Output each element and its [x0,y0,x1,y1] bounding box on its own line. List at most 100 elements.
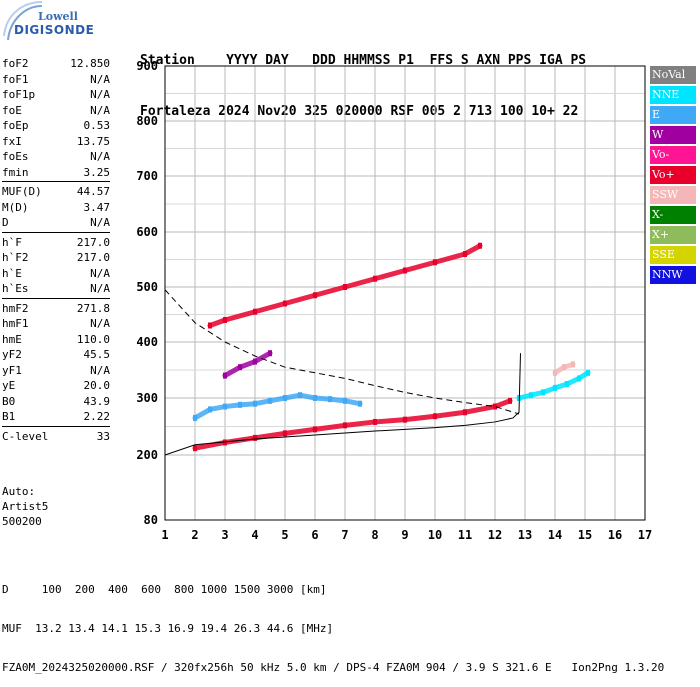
auto-version: 500200 [2,515,42,528]
param-label: fxI [2,134,22,148]
trace-band [432,251,468,265]
trace-band [462,404,498,415]
param-value: N/A [90,103,110,117]
trace-band [312,284,348,298]
x-tick-label: 3 [221,528,228,542]
param-row: foE N/A [2,103,110,119]
auto-label: Auto: [2,485,36,498]
legend-item: W [650,126,696,144]
param-value: 12.850 [70,57,110,70]
trace-point [586,369,590,376]
y-tick-label: 900 [136,59,158,73]
x-tick-label: 1 [161,528,168,542]
param-value: 2.22 [83,410,111,423]
trace-band [402,413,438,423]
param-row: h`F2 217.0 [2,250,110,266]
y-tick-label: 300 [136,391,158,405]
trace-band [192,439,228,451]
trace-band [222,364,243,379]
digisonde-logo: Lowell DIGISONDE [0,0,110,50]
param-value: 33 [96,429,110,443]
param-row: foF1 N/A [2,72,110,88]
param-label: foEp [2,119,29,132]
legend-item: NNE [650,86,696,104]
footer-muf: MUF 13.2 13.4 14.1 15.3 16.9 19.4 26.3 4… [2,622,334,635]
param-row: yF1 N/A [2,363,110,379]
param-row: B0 43.9 [2,394,110,410]
trace-band [492,398,513,410]
param-value: N/A [90,317,110,330]
trace-band [252,430,288,441]
param-row: fxI 13.75 [2,134,110,150]
footer-file: FZA0M_2024325020000.RSF / 320fx256h 50 k… [2,661,665,674]
param-value: 20.0 [83,379,111,392]
trace-point [478,242,482,249]
x-tick-label: 12 [488,528,502,542]
param-separator [2,181,110,182]
param-value: 3.25 [83,165,111,179]
trace-band [192,406,213,421]
y-tick-label: 800 [136,114,158,128]
plot-frame [164,65,646,521]
param-value: 271.8 [76,301,110,315]
param-label: hmF1 [2,317,29,330]
param-label: MUF(D) [2,185,42,198]
x-tick-label: 15 [578,528,592,542]
trace-band [222,309,258,323]
ionogram-plot: 1 2 3 4 5 6 7 8 9 10 11 12 13 14 15 16 17802003004005006… [136,59,652,542]
param-row: hmE 110.0 [2,332,110,348]
x-tick-label: 10 [428,528,442,542]
y-tick-label: 400 [136,335,158,349]
param-label: hmE [2,332,22,346]
param-row: yE 20.0 [2,378,110,394]
param-separator [2,425,110,427]
param-label: foF1p [2,88,36,101]
legend-item: Vo+ [650,166,696,184]
param-value: 217.0 [76,235,110,249]
trace-band [207,404,228,412]
x-tick-label: 7 [341,528,348,542]
param-label: foF2 [2,57,29,70]
param-value: N/A [90,266,110,280]
x-tick-label: 5 [281,528,288,542]
logo-digisonde: DIGISONDE [14,23,95,37]
param-row: h`Es N/A [2,281,110,297]
param-row: hmF1 N/A [2,316,110,332]
trace-band [312,422,348,432]
trace-point [571,361,575,368]
trace-band [342,398,363,407]
legend-item: NNW [650,266,696,284]
param-value: N/A [90,150,110,163]
param-label: foEs [2,150,29,163]
x-tick-label: 6 [311,528,318,542]
param-separator [2,231,110,233]
param-value: 217.0 [76,251,110,264]
param-value: 44.57 [76,185,110,198]
station-header: Station YYYY DAY DDD HHMMSS P1 FFS S AXN… [140,18,586,137]
trace-band [222,402,243,410]
param-row: M(D) 3.47 [2,200,110,216]
trace-band [372,417,408,425]
param-label: M(D) [2,200,29,214]
param-label: foE [2,103,22,117]
trace-band [312,395,333,402]
param-value: 0.53 [83,119,111,132]
param-row: MUF(D) 44.57 [2,184,110,200]
trace-point [508,397,512,404]
param-row: foEp 0.53 [2,118,110,134]
param-row: C-level 33 [2,429,110,445]
trace-band [237,401,258,408]
logo-mark [3,1,43,41]
trace-band [252,398,273,407]
x-tick-label: 9 [401,528,408,542]
param-label: B1 [2,410,16,423]
param-row: B1 2.22 [2,409,110,425]
param-label: fmin [2,165,29,179]
param-label: h`F2 [2,251,29,264]
legend-item: E [650,106,696,124]
param-label: yF2 [2,348,22,361]
y-tick-label: 200 [136,448,158,462]
trace-band [252,301,288,315]
header-line-2: Fortaleza 2024 Nov20 325 020000 RSF 005 … [140,104,579,119]
x-tick-label: 8 [371,528,378,542]
